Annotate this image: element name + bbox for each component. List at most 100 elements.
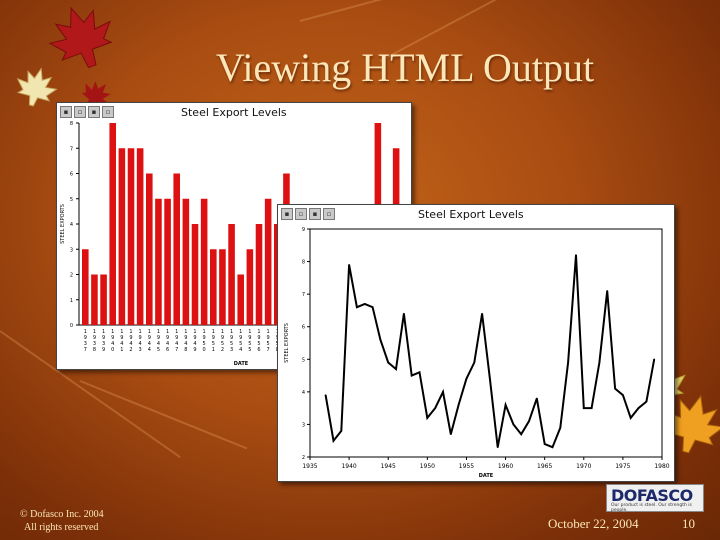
x-tick-label: 9: [193, 347, 196, 353]
series-line: [324, 255, 656, 449]
data-point: [653, 358, 655, 361]
x-tick-label: 3: [139, 347, 142, 353]
x-tick-label: 8: [184, 347, 187, 353]
data-point: [622, 394, 624, 396]
copyright-line: © Dofasco Inc. 2004: [20, 509, 104, 520]
data-point: [528, 420, 530, 422]
x-tick-label: 4: [148, 347, 151, 353]
data-point: [520, 433, 522, 435]
y-tick-label: 6: [302, 325, 305, 331]
bar: [237, 274, 245, 325]
x-tick-label: 9: [148, 335, 151, 341]
x-tick-label: 4: [120, 341, 123, 347]
slide-date: October 22, 2004: [548, 516, 639, 531]
x-tick-label: 1980: [654, 463, 669, 470]
bar: [228, 224, 235, 325]
x-tick-label: 5: [157, 347, 160, 353]
x-tick-label: 2: [221, 347, 224, 353]
bar: [210, 249, 217, 325]
save-icon[interactable]: ▪: [60, 106, 72, 118]
bar: [219, 249, 226, 325]
data-point: [559, 426, 562, 429]
x-tick-label: 9: [93, 335, 96, 341]
x-tick-label: 4: [175, 341, 178, 347]
x-tick-label: 1: [184, 329, 187, 335]
y-tick-label: 9: [302, 227, 305, 233]
y-tick-label: 4: [302, 390, 305, 396]
data-point: [403, 312, 405, 315]
bar: [191, 224, 199, 325]
logo-text: DOFASCO: [611, 486, 693, 505]
y-tick-label: 7: [302, 292, 305, 298]
bar-chart-title: Steel Export Levels: [181, 106, 287, 119]
x-tick-label: 3: [230, 347, 233, 353]
save-icon[interactable]: ▪: [281, 208, 293, 220]
x-tick-label: 5: [203, 341, 206, 347]
chart-toolbar: ▪ ▫ ▪ ▫: [60, 106, 114, 118]
x-tick-label: 9: [221, 335, 224, 341]
x-tick-label: 9: [212, 335, 215, 341]
bar: [200, 198, 208, 325]
line-chart: 2 3 4 5 6 7 8 9 1935 1940 1945 1950 1955 1960 1965 1970…: [284, 227, 670, 479]
data-point: [465, 378, 468, 380]
data-point: [614, 387, 616, 390]
bar: [246, 249, 254, 325]
copy-icon[interactable]: ▪: [309, 208, 321, 220]
x-tick-label: 7: [175, 347, 178, 353]
x-tick-label: 1: [175, 329, 178, 335]
data-point: [418, 371, 421, 374]
data-point: [504, 404, 507, 406]
x-axis-label: DATE: [479, 473, 494, 479]
x-tick-label: 9: [111, 335, 114, 341]
x-tick-label: 1945: [381, 463, 396, 470]
bar: [255, 224, 263, 325]
x-tick-label: 1: [111, 329, 114, 335]
zoom-icon[interactable]: ▫: [102, 106, 114, 118]
y-tick-label: 1: [70, 298, 73, 304]
bar: [109, 123, 117, 325]
x-tick-label: 9: [175, 335, 178, 341]
line-chart-title: Steel Export Levels: [418, 208, 524, 221]
data-point: [536, 397, 538, 400]
y-tick-label: 2: [70, 273, 73, 279]
logo-tagline: Our product is steel. Our strength is pe…: [611, 503, 692, 513]
data-point: [582, 407, 585, 409]
x-tick-label: 1: [120, 329, 123, 335]
x-tick-label: 9: [230, 335, 233, 341]
data-point: [629, 417, 632, 419]
bar: [164, 198, 171, 325]
x-tick-label: 5: [230, 341, 233, 347]
x-tick-label: 3: [93, 341, 96, 347]
copy-icon[interactable]: ▪: [88, 106, 100, 118]
x-tick-label: 5: [239, 341, 242, 347]
x-tick-label: 1: [203, 329, 206, 335]
zoom-icon[interactable]: ▫: [323, 208, 335, 220]
data-point: [371, 306, 374, 308]
data-point: [324, 394, 327, 396]
x-tick-label: 4: [148, 341, 151, 347]
x-tick-label: 7: [267, 347, 270, 353]
x-tick-label: 5: [248, 341, 251, 347]
x-tick-label: 5: [212, 341, 215, 347]
bar: [155, 198, 162, 325]
x-tick-label: 4: [129, 341, 132, 347]
data-point: [340, 430, 343, 432]
print-icon[interactable]: ▫: [295, 208, 307, 220]
x-tick-label: 1975: [615, 463, 630, 470]
x-tick-label: 1970: [576, 463, 591, 470]
data-point: [645, 400, 648, 403]
x-tick-label: 4: [239, 347, 242, 353]
x-tick-label: 1950: [420, 463, 435, 470]
data-point: [442, 391, 444, 393]
x-tick-label: 9: [257, 335, 260, 341]
x-tick-label: 4: [166, 341, 169, 347]
print-icon[interactable]: ▫: [74, 106, 86, 118]
x-tick-label: 9: [102, 347, 105, 353]
data-point: [481, 312, 483, 315]
y-tick-label: 8: [302, 260, 305, 266]
bar: [136, 148, 144, 325]
y-tick-label: 2: [302, 455, 305, 461]
x-tick-label: 4: [184, 341, 187, 347]
x-tick-label: 1955: [459, 463, 474, 470]
data-point: [473, 361, 476, 364]
